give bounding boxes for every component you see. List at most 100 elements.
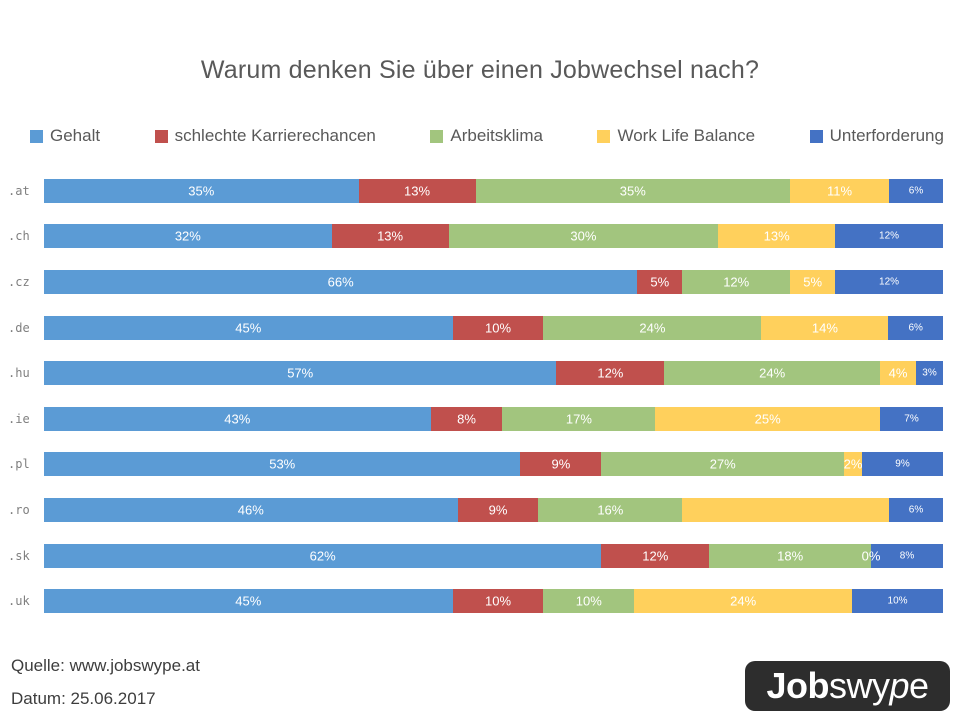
bar-segment: 46% <box>44 497 458 522</box>
chart-row: .sk 62% 12% 18% 0% 8% <box>8 533 943 579</box>
segment-value-label: 27% <box>709 456 736 472</box>
bar-segment: 4% <box>880 361 916 386</box>
segment-value-label: 12% <box>723 274 750 290</box>
segment-value-label: 10% <box>485 320 512 336</box>
segment-value-label: 9% <box>895 458 910 470</box>
segment-value-label: 24% <box>639 320 666 336</box>
bar-segment: 10% <box>543 589 635 614</box>
legend-label: Arbeitsklima <box>450 126 543 145</box>
segment-value-label: 35% <box>188 183 215 199</box>
bar-segment: 9% <box>862 452 943 477</box>
bar-segment: 43% <box>44 406 431 431</box>
chart-row: .pl 53% 9% 27% 2% 9% <box>8 442 943 488</box>
segment-value-label: 10% <box>485 593 512 609</box>
category-label: .ch <box>8 229 30 244</box>
logo-text-part2: e <box>909 665 929 706</box>
segment-value-label: 57% <box>287 365 314 381</box>
legend-swatch-icon <box>30 129 43 143</box>
segment-value-label: 24% <box>759 365 786 381</box>
bar-segment: 30% <box>448 224 719 249</box>
bar-segment: 13% <box>331 224 449 249</box>
bar-segment: 35% <box>475 178 791 203</box>
bar-segment: 18% <box>709 543 872 568</box>
bar-segment: 9% <box>457 497 539 522</box>
category-label: .ro <box>8 502 30 517</box>
legend-swatch-icon <box>154 129 168 143</box>
chart-row: .ch 32% 13% 30% 13% 12% <box>8 214 943 260</box>
legend-label: Work Life Balance <box>617 126 756 145</box>
segment-value-label: 13% <box>404 183 431 199</box>
segment-value-label: 0% <box>861 548 881 564</box>
stacked-bar: 43% 8% 17% 25% 7% <box>44 406 943 431</box>
source-text: Quelle: www.jobswype.at <box>11 656 200 675</box>
bar-segment: 6% <box>889 178 943 203</box>
segment-value-label: 13% <box>763 228 790 244</box>
bar-segment: 24% <box>543 315 762 340</box>
segment-value-label: 43% <box>224 411 251 427</box>
date-text: Datum: 25.06.2017 <box>11 689 156 708</box>
bar-segment: 10% <box>452 589 544 614</box>
category-label: .uk <box>8 594 30 609</box>
segment-value-label: 8% <box>457 411 476 427</box>
bar-segment: 24% <box>664 361 881 386</box>
segment-value-label: 32% <box>174 228 201 244</box>
segment-value-label: 9% <box>488 502 508 518</box>
chart-row: .cz 66% 5% 12% 5% 12% <box>8 259 943 305</box>
bar-segment: 45% <box>44 589 453 614</box>
segment-value-label: 14% <box>811 320 838 336</box>
chart-row: .ie 43% 8% 17% 25% 7% <box>8 396 943 442</box>
segment-value-label: 13% <box>377 228 404 244</box>
segment-value-label: 62% <box>309 548 336 564</box>
segment-value-label: 3% <box>922 367 937 379</box>
bar-segment: 53% <box>44 452 521 477</box>
category-label: .sk <box>8 548 30 563</box>
stacked-bar: 45% 10% 10% 24% 10% <box>44 589 943 614</box>
bar-segment: 12% <box>682 269 791 294</box>
bar-segment: 3% <box>916 361 943 386</box>
bar-segment: 32% <box>44 224 332 249</box>
bar-segment: 12% <box>835 269 943 294</box>
legend-item: Unterforderung <box>809 126 944 146</box>
segment-value-label: 2% <box>843 456 863 472</box>
bar-segment: 8% <box>430 406 503 431</box>
segment-value-label: 5% <box>803 274 823 290</box>
bar-segment: 57% <box>44 361 557 386</box>
segment-value-label: 10% <box>575 593 602 609</box>
stacked-bar-chart: .at 35% 13% 35% 11% 6% .ch 32% 13% 30% 13% 12% .cz 66… <box>8 168 943 624</box>
bar-segment: 2% <box>843 452 863 477</box>
segment-value-label: 46% <box>237 502 264 518</box>
segment-value-label: 5% <box>650 274 670 290</box>
segment-value-label: 16% <box>597 502 624 518</box>
bar-segment: 6% <box>889 497 943 522</box>
stacked-bar: 46% 9% 16% 6% <box>44 497 943 522</box>
logo-text-slanted: p <box>889 665 909 706</box>
category-label: .de <box>8 320 30 335</box>
category-label: .pl <box>8 457 30 472</box>
segment-value-label: 12% <box>597 365 624 381</box>
bar-segment: 9% <box>520 452 602 477</box>
chart-row: .ro 46% 9% 16% 6% <box>8 487 943 533</box>
bar-segment: 8% <box>871 543 943 568</box>
jobswype-logo: Job swype <box>745 661 950 711</box>
segment-value-label: 18% <box>777 548 804 564</box>
segment-value-label: 4% <box>888 365 908 381</box>
bar-segment: 13% <box>358 178 476 203</box>
stacked-bar: 66% 5% 12% 5% 12% <box>44 269 943 294</box>
chart-row: .uk 45% 10% 10% 24% 10% <box>8 578 943 624</box>
stacked-bar: 53% 9% 27% 2% 9% <box>44 452 943 477</box>
stacked-bar: 35% 13% 35% 11% 6% <box>44 178 943 203</box>
segment-value-label: 12% <box>642 548 669 564</box>
legend-swatch-icon <box>430 129 444 143</box>
legend-swatch-icon <box>809 129 823 143</box>
legend-swatch-icon <box>597 129 611 143</box>
category-label: .hu <box>8 366 30 381</box>
legend-label: Unterforderung <box>829 126 944 145</box>
stacked-bar: 45% 10% 24% 14% 6% <box>44 315 943 340</box>
segment-value-label: 66% <box>327 274 354 290</box>
bar-segment: 12% <box>835 224 943 249</box>
segment-value-label: 6% <box>908 322 923 334</box>
bar-segment: 66% <box>44 269 638 294</box>
category-label: .ie <box>8 411 30 426</box>
legend-label: schlechte Karrierechancen <box>174 126 376 145</box>
page-title: Warum denken Sie über einen Jobwechsel n… <box>200 56 760 84</box>
